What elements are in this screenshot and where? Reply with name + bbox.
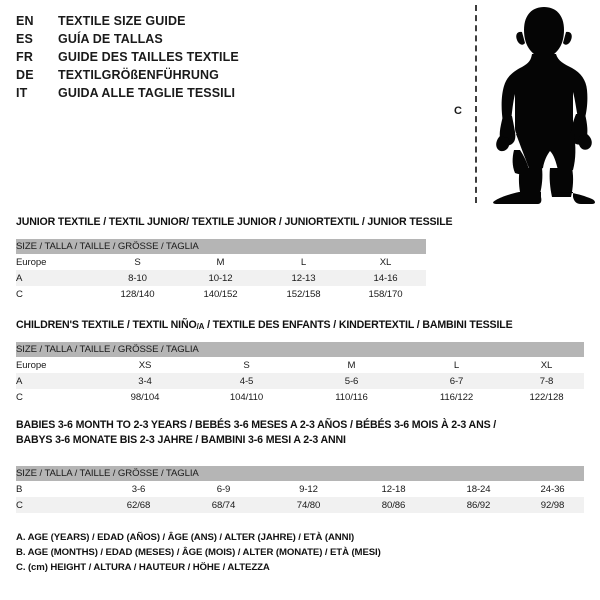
junior-europe-c1: S bbox=[96, 254, 179, 270]
language-title-de: TEXTILGRÖßENFÜHRUNG bbox=[58, 68, 219, 82]
babies-c-c2: 68/74 bbox=[181, 497, 266, 513]
children-row-label-c: C bbox=[16, 389, 96, 405]
babies-title-line2: BABYS 3-6 MONATE BIS 2-3 JAHRE / BAMBINI… bbox=[16, 434, 346, 446]
junior-row-label-europe: Europe bbox=[16, 254, 96, 270]
babies-size-header: SIZE / TALLA / TAILLE / GRÖSSE / TAGLIA bbox=[16, 466, 585, 481]
junior-a-c3: 12-13 bbox=[262, 270, 345, 286]
junior-table-header-row: SIZE / TALLA / TAILLE / GRÖSSE / TAGLIA bbox=[16, 239, 427, 254]
language-row-en: EN TEXTILE SIZE GUIDE bbox=[16, 12, 346, 30]
language-code-es: ES bbox=[16, 32, 34, 46]
junior-c-c1: 128/140 bbox=[96, 286, 179, 302]
children-c-c1: 98/104 bbox=[96, 389, 194, 405]
language-row-it: IT GUIDA ALLE TAGLIE TESSILI bbox=[16, 84, 346, 102]
babies-c-c1: 62/68 bbox=[96, 497, 181, 513]
language-title-it: GUIDA ALLE TAGLIE TESSILI bbox=[58, 86, 236, 100]
children-title-post: / TEXTILE DES ENFANTS / KINDERTEXTIL / B… bbox=[204, 319, 513, 331]
junior-table-row-europe: Europe S M L XL bbox=[16, 254, 427, 270]
children-row-label-europe: Europe bbox=[16, 357, 96, 373]
children-size-table: SIZE / TALLA / TAILLE / GRÖSSE / TAGLIA … bbox=[16, 342, 584, 405]
junior-row-label-a: A bbox=[16, 270, 96, 286]
children-a-c5: 7-8 bbox=[509, 373, 584, 389]
language-title-es: GUÍA DE TALLAS bbox=[58, 32, 163, 46]
language-title-fr: GUIDE DES TAILLES TEXTILE bbox=[58, 50, 239, 64]
babies-table-row-c: C 62/68 68/74 74/80 80/86 86/92 92/98 bbox=[16, 497, 585, 513]
junior-c-c3: 152/158 bbox=[262, 286, 345, 302]
junior-table-row-c: C 128/140 140/152 152/158 158/170 bbox=[16, 286, 427, 302]
language-title-en: TEXTILE SIZE GUIDE bbox=[58, 14, 186, 28]
babies-b-c4: 12-18 bbox=[351, 481, 436, 497]
junior-size-table: SIZE / TALLA / TAILLE / GRÖSSE / TAGLIA … bbox=[16, 239, 427, 302]
babies-table-header-row: SIZE / TALLA / TAILLE / GRÖSSE / TAGLIA bbox=[16, 466, 585, 481]
junior-a-c2: 10-12 bbox=[179, 270, 262, 286]
measurement-figure: C bbox=[440, 0, 600, 210]
children-europe-c1: XS bbox=[96, 357, 194, 373]
junior-c-c2: 140/152 bbox=[179, 286, 262, 302]
children-table-header-row: SIZE / TALLA / TAILLE / GRÖSSE / TAGLIA bbox=[16, 342, 584, 357]
children-table-row-europe: Europe XS S M L XL bbox=[16, 357, 584, 373]
junior-europe-c4: XL bbox=[345, 254, 427, 270]
babies-c-c3: 74/80 bbox=[266, 497, 351, 513]
babies-c-c4: 80/86 bbox=[351, 497, 436, 513]
junior-size-header: SIZE / TALLA / TAILLE / GRÖSSE / TAGLIA bbox=[16, 239, 427, 254]
children-size-header: SIZE / TALLA / TAILLE / GRÖSSE / TAGLIA bbox=[16, 342, 584, 357]
junior-a-c4: 14-16 bbox=[345, 270, 427, 286]
junior-c-c4: 158/170 bbox=[345, 286, 427, 302]
children-europe-c4: L bbox=[404, 357, 509, 373]
height-measure-dashed-line bbox=[475, 5, 477, 203]
toddler-silhouette-icon bbox=[493, 7, 595, 204]
children-a-c4: 6-7 bbox=[404, 373, 509, 389]
height-measure-label: C bbox=[454, 105, 462, 117]
babies-b-c1: 3-6 bbox=[96, 481, 181, 497]
legend-line-a: A. AGE (YEARS) / EDAD (AÑOS) / ÂGE (ANS)… bbox=[16, 532, 355, 543]
babies-table-row-b: B 3-6 6-9 9-12 12-18 18-24 24-36 bbox=[16, 481, 585, 497]
language-header-block: EN TEXTILE SIZE GUIDE ES GUÍA DE TALLAS … bbox=[16, 12, 346, 102]
language-code-en: EN bbox=[16, 14, 34, 28]
language-code-it: IT bbox=[16, 86, 28, 100]
babies-c-c6: 92/98 bbox=[521, 497, 585, 513]
junior-section-title: JUNIOR TEXTILE / TEXTIL JUNIOR/ TEXTILE … bbox=[16, 216, 453, 228]
children-table-row-a: A 3-4 4-5 5-6 6-7 7-8 bbox=[16, 373, 584, 389]
children-c-c5: 122/128 bbox=[509, 389, 584, 405]
children-table-row-c: C 98/104 104/110 110/116 116/122 122/128 bbox=[16, 389, 584, 405]
children-europe-c2: S bbox=[194, 357, 299, 373]
children-c-c4: 116/122 bbox=[404, 389, 509, 405]
babies-title-line1: BABIES 3-6 MONTH TO 2-3 YEARS / BEBÉS 3-… bbox=[16, 419, 497, 431]
babies-section-title: BABIES 3-6 MONTH TO 2-3 YEARS / BEBÉS 3-… bbox=[16, 419, 496, 446]
legend-line-b: B. AGE (MONTHS) / EDAD (MESES) / ÂGE (MO… bbox=[16, 547, 381, 558]
children-a-c3: 5-6 bbox=[299, 373, 404, 389]
language-row-fr: FR GUIDE DES TAILLES TEXTILE bbox=[16, 48, 346, 66]
children-title-sub: /A bbox=[196, 322, 205, 331]
junior-europe-c2: M bbox=[179, 254, 262, 270]
children-europe-c3: M bbox=[299, 357, 404, 373]
children-row-label-a: A bbox=[16, 373, 96, 389]
babies-b-c3: 9-12 bbox=[266, 481, 351, 497]
language-code-de: DE bbox=[16, 68, 34, 82]
children-c-c3: 110/116 bbox=[299, 389, 404, 405]
babies-row-label-c: C bbox=[16, 497, 96, 513]
junior-a-c1: 8-10 bbox=[96, 270, 179, 286]
children-europe-c5: XL bbox=[509, 357, 584, 373]
children-a-c1: 3-4 bbox=[96, 373, 194, 389]
children-a-c2: 4-5 bbox=[194, 373, 299, 389]
babies-b-c5: 18-24 bbox=[436, 481, 521, 497]
babies-size-table: SIZE / TALLA / TAILLE / GRÖSSE / TAGLIA … bbox=[16, 466, 585, 513]
children-title-pre: CHILDREN'S TEXTILE / TEXTIL NIÑO bbox=[16, 319, 197, 331]
children-c-c2: 104/110 bbox=[194, 389, 299, 405]
babies-b-c2: 6-9 bbox=[181, 481, 266, 497]
babies-b-c6: 24-36 bbox=[521, 481, 585, 497]
junior-row-label-c: C bbox=[16, 286, 96, 302]
language-row-es: ES GUÍA DE TALLAS bbox=[16, 30, 346, 48]
babies-row-label-b: B bbox=[16, 481, 96, 497]
measurement-legend: A. AGE (YEARS) / EDAD (AÑOS) / ÂGE (ANS)… bbox=[16, 530, 576, 575]
legend-line-c: C. (cm) HEIGHT / ALTURA / HAUTEUR / HÖHE… bbox=[16, 562, 270, 573]
children-section-title: CHILDREN'S TEXTILE / TEXTIL NIÑO/A / TEX… bbox=[16, 319, 513, 331]
language-code-fr: FR bbox=[16, 50, 34, 64]
babies-c-c5: 86/92 bbox=[436, 497, 521, 513]
junior-table-row-a: A 8-10 10-12 12-13 14-16 bbox=[16, 270, 427, 286]
language-row-de: DE TEXTILGRÖßENFÜHRUNG bbox=[16, 66, 346, 84]
junior-europe-c3: L bbox=[262, 254, 345, 270]
